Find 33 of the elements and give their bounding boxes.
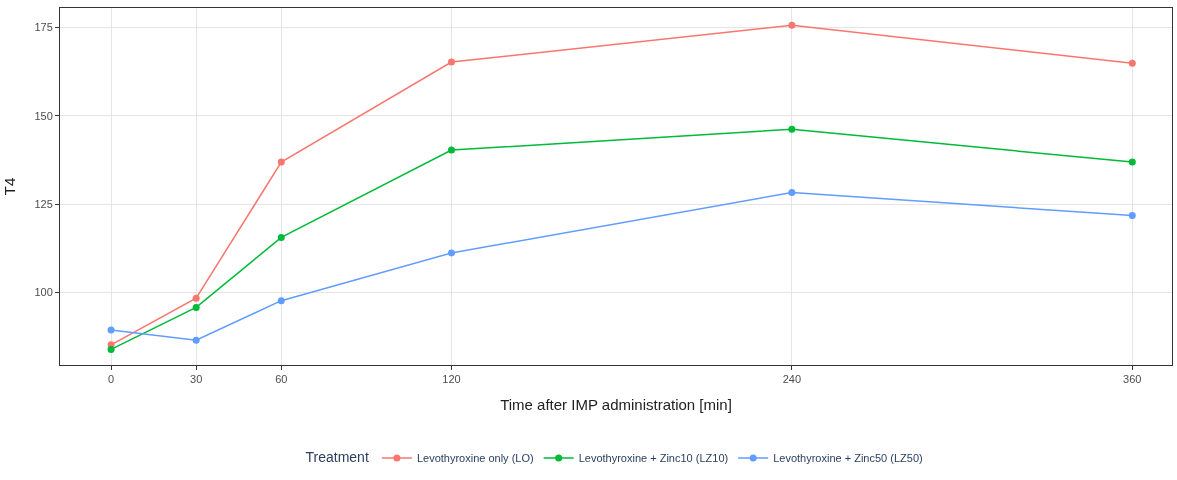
x-axis-title: Time after IMP administration [min]	[500, 396, 732, 414]
x-tick-label: 240	[782, 373, 802, 386]
x-tick-label: 0	[108, 373, 115, 386]
point	[1128, 158, 1136, 166]
point	[277, 297, 285, 305]
y-tick-label: 150	[34, 109, 53, 122]
point	[107, 326, 115, 334]
x-tick-label: 360	[1123, 373, 1142, 386]
legend-title: Treatment	[305, 448, 369, 465]
legend-label: Levothyroxine only (LO)	[416, 452, 534, 465]
legend-label: Levothyroxine + Zinc50 (LZ50)	[773, 452, 923, 465]
point	[192, 303, 200, 311]
point	[192, 294, 200, 302]
point	[107, 345, 115, 353]
point	[1128, 59, 1136, 67]
point	[447, 249, 455, 257]
x-tick-label: 60	[275, 373, 288, 386]
point	[277, 158, 285, 166]
y-tick-label: 100	[34, 286, 53, 299]
y-tick-label: 125	[34, 198, 53, 211]
y-tick-label: 175	[34, 21, 53, 34]
point	[192, 336, 200, 344]
point	[277, 233, 285, 241]
point	[788, 21, 796, 29]
point	[447, 146, 455, 154]
point	[1128, 211, 1136, 219]
point	[447, 58, 455, 66]
point	[788, 189, 796, 197]
x-tick-label: 120	[442, 373, 461, 386]
point	[788, 125, 796, 133]
x-tick-label: 30	[190, 373, 203, 386]
y-axis-title: T4	[0, 177, 18, 196]
legend-label: Levothyroxine + Zinc10 (LZ10)	[578, 452, 729, 465]
